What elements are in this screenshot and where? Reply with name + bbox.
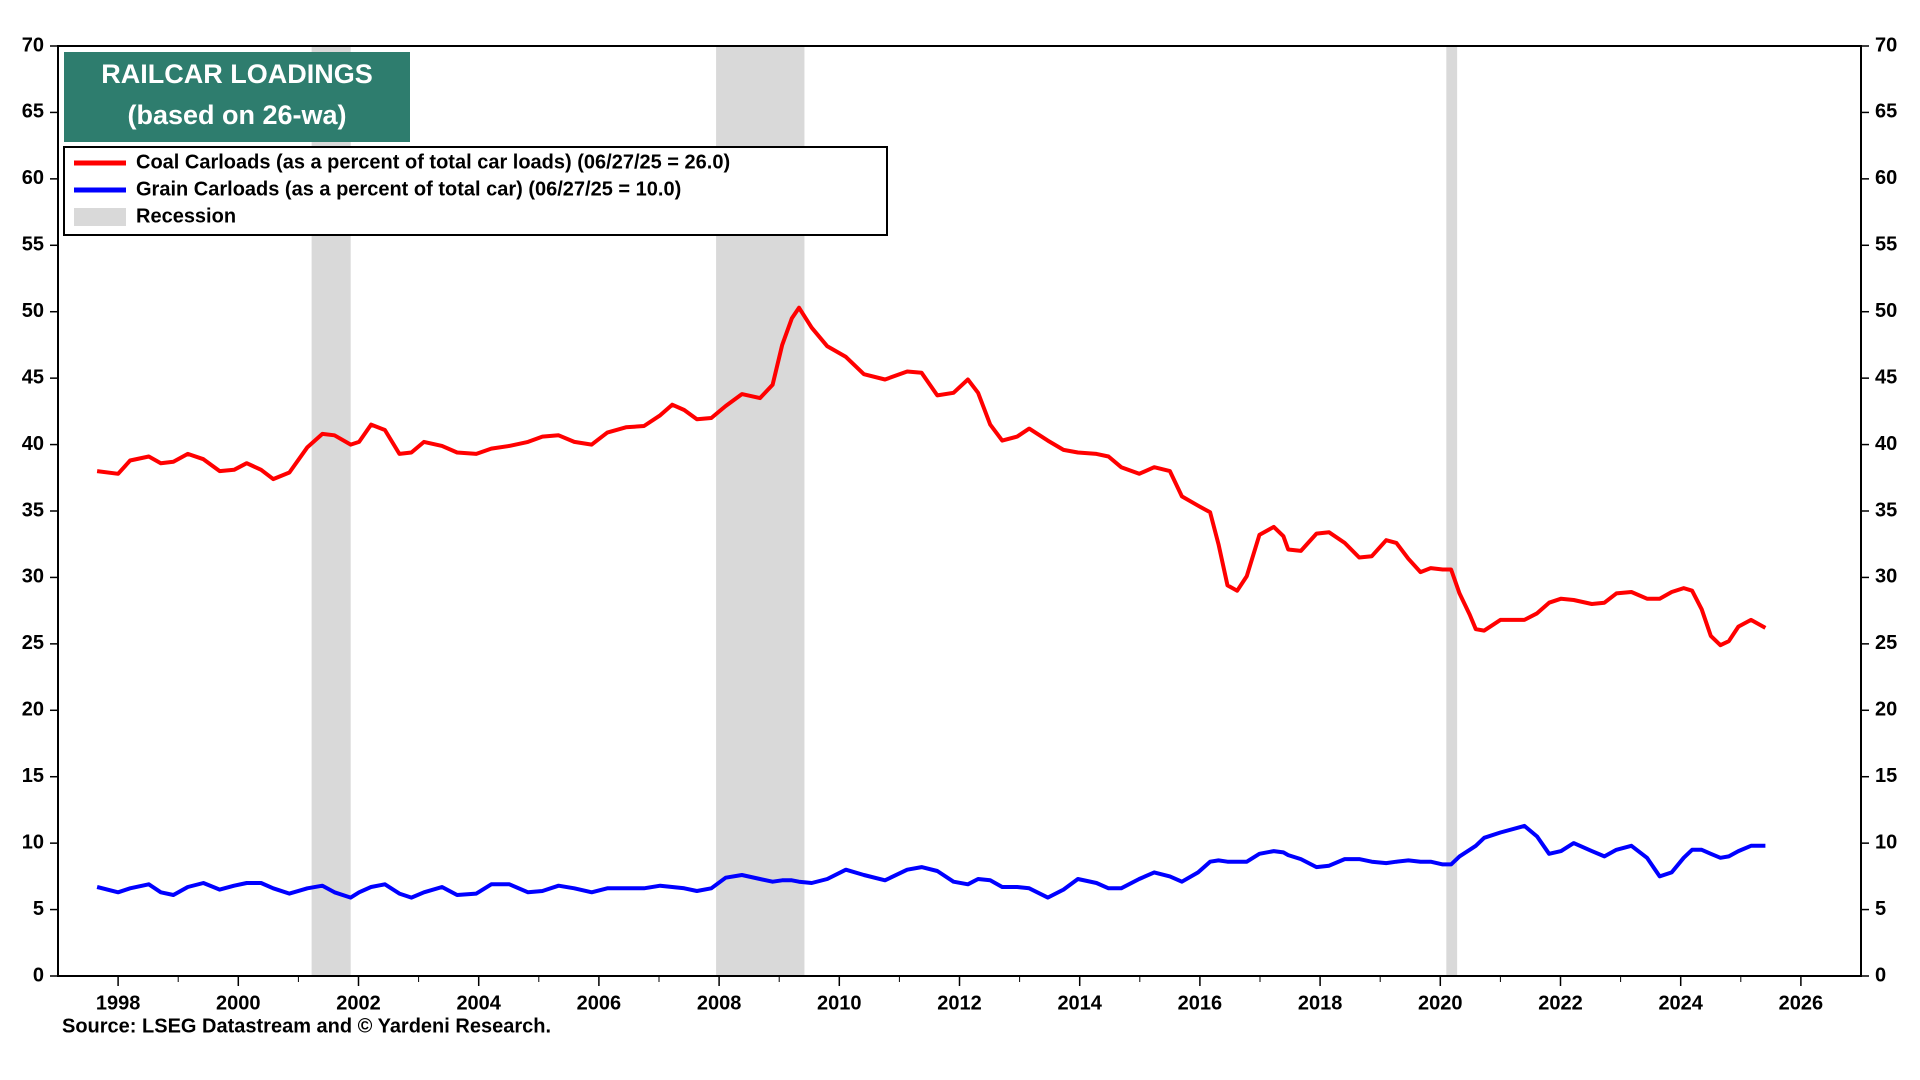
x-tick-label: 2020 (1418, 992, 1463, 1014)
y2-tick-label: 0 (1875, 964, 1886, 986)
source-note: Source: LSEG Datastream and © Yardeni Re… (62, 1015, 551, 1037)
x-tick-label: 2024 (1658, 992, 1703, 1014)
y2-tick-label: 50 (1875, 300, 1897, 322)
y2-tick-label: 55 (1875, 234, 1897, 256)
y-tick-label: 35 (22, 499, 44, 521)
legend-label: Coal Carloads (as a percent of total car… (136, 151, 730, 173)
y2-tick-label: 10 (1875, 831, 1897, 853)
x-tick-label: 2016 (1178, 992, 1223, 1014)
y-tick-label: 65 (22, 101, 44, 123)
x-tick-label: 2002 (336, 992, 381, 1014)
y-tick-label: 15 (22, 765, 44, 787)
chart-subtitle: (based on 26-wa) (127, 100, 346, 130)
legend-box (63, 146, 888, 236)
y-tick-label: 45 (22, 366, 44, 388)
legend-swatch (74, 208, 126, 226)
plot-frame (57, 45, 1862, 977)
x-tick-label: 2014 (1057, 992, 1102, 1014)
y-tick-label: 5 (33, 898, 44, 920)
series-line (96, 823, 1766, 900)
y-tick-label: 40 (22, 433, 44, 455)
y2-tick-label: 30 (1875, 566, 1897, 588)
x-tick-label: 2018 (1298, 992, 1343, 1014)
x-tick-label: 2004 (456, 992, 501, 1014)
y-tick-label: 10 (22, 831, 44, 853)
legend-label: Grain Carloads (as a percent of total ca… (136, 178, 681, 200)
y-tick-label: 25 (22, 632, 44, 654)
y-tick-label: 30 (22, 566, 44, 588)
y2-tick-label: 15 (1875, 765, 1897, 787)
y2-tick-label: 70 (1875, 34, 1897, 56)
y2-tick-label: 65 (1875, 101, 1897, 123)
y-tick-label: 60 (22, 167, 44, 189)
x-tick-label: 2010 (817, 992, 862, 1014)
x-tick-label: 2008 (697, 992, 742, 1014)
y2-tick-label: 35 (1875, 499, 1897, 521)
y-tick-label: 20 (22, 699, 44, 721)
y2-tick-label: 60 (1875, 167, 1897, 189)
y-tick-label: 70 (22, 34, 44, 56)
legend-label: Recession (136, 205, 236, 227)
y2-tick-label: 45 (1875, 366, 1897, 388)
y2-tick-label: 25 (1875, 632, 1897, 654)
x-tick-label: 2006 (577, 992, 622, 1014)
y-tick-label: 55 (22, 234, 44, 256)
x-tick-label: 1998 (96, 992, 141, 1014)
y2-tick-label: 40 (1875, 433, 1897, 455)
x-tick-label: 2012 (937, 992, 982, 1014)
x-tick-label: 2026 (1779, 992, 1824, 1014)
recession-band (1446, 46, 1458, 976)
y2-tick-label: 5 (1875, 898, 1886, 920)
y-tick-label: 50 (22, 300, 44, 322)
y2-tick-label: 20 (1875, 699, 1897, 721)
title-box (64, 52, 410, 142)
series-line (96, 305, 1767, 648)
x-tick-label: 2000 (216, 992, 261, 1014)
x-tick-label: 2022 (1538, 992, 1583, 1014)
y-tick-label: 0 (33, 964, 44, 986)
chart-title: RAILCAR LOADINGS (101, 59, 373, 89)
